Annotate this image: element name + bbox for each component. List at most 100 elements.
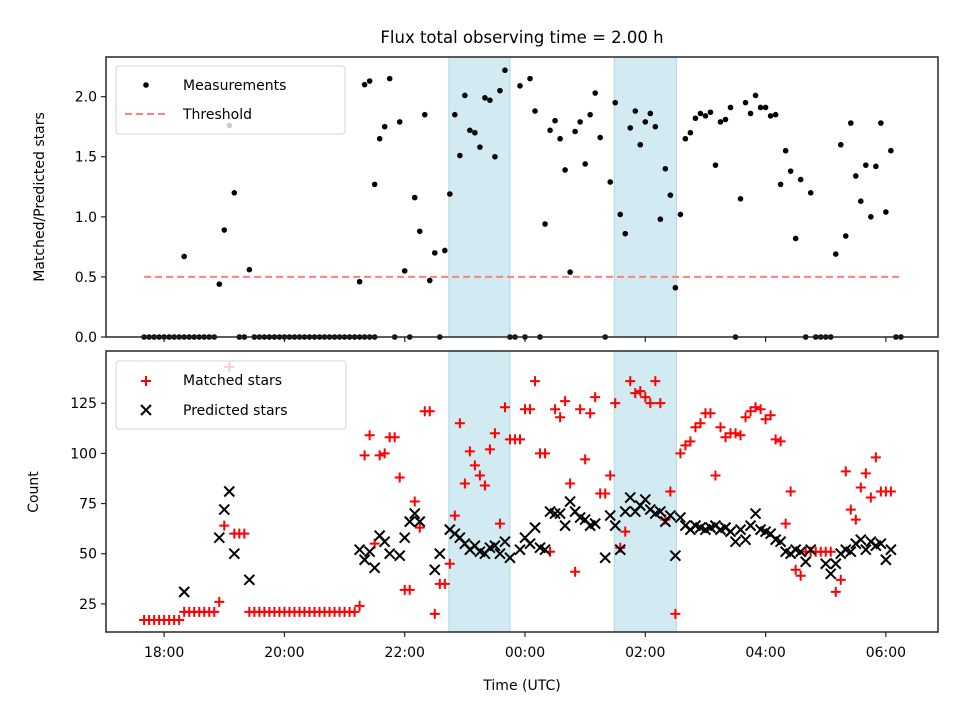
matched-star-point xyxy=(870,452,881,463)
measurement-point xyxy=(552,117,558,124)
measurement-point xyxy=(617,211,624,218)
predicted-star-point xyxy=(825,568,837,580)
measurement-point xyxy=(757,104,764,111)
matched-star-point xyxy=(790,564,801,575)
matched-star-point xyxy=(540,448,551,459)
matched-star-point xyxy=(474,470,485,481)
matched-star-point xyxy=(560,396,571,407)
predicted-star-point xyxy=(539,543,551,556)
measurement-point xyxy=(366,78,373,84)
measurement-point xyxy=(431,250,438,256)
matched-star-point xyxy=(349,606,360,617)
matched-star-point xyxy=(705,408,716,419)
top-axes: 0.00.51.01.52.0 Matched/Predicted stars … xyxy=(32,56,939,346)
predicted-star-point xyxy=(429,564,441,576)
measurement-point xyxy=(371,181,378,188)
measurement-point xyxy=(361,81,368,88)
measurement-point xyxy=(712,162,719,168)
matched-star-point xyxy=(424,406,435,417)
predicted-star-point xyxy=(674,511,687,524)
matched-star-point xyxy=(570,566,581,577)
matched-star-point xyxy=(610,398,621,409)
matched-star-point xyxy=(489,428,500,439)
measurement-point xyxy=(472,129,478,136)
measurement-point xyxy=(517,83,523,89)
measurement-point xyxy=(587,111,593,118)
measurement-point xyxy=(452,111,458,118)
matched-star-point xyxy=(690,422,701,433)
matched-star-point xyxy=(645,398,656,409)
measurement-point xyxy=(582,161,588,167)
measurement-point xyxy=(807,189,814,196)
measurement-point xyxy=(888,147,894,154)
matched-star-point xyxy=(640,392,651,403)
measurement-point xyxy=(547,127,553,134)
legend-label-predicted: Predicted stars xyxy=(183,403,288,419)
measurement-point xyxy=(632,108,639,114)
measurement-point xyxy=(832,251,839,257)
predicted-star-point xyxy=(724,525,737,538)
measurement-point xyxy=(792,235,799,242)
matched-star-point xyxy=(219,520,230,531)
matched-star-point xyxy=(555,412,566,423)
predicted-star-point xyxy=(489,539,501,552)
matched-star-point xyxy=(840,466,851,477)
predicted-star-point xyxy=(614,543,626,556)
predicted-star-point xyxy=(820,558,832,570)
matched-star-point xyxy=(454,418,465,429)
predicted-star-point xyxy=(845,546,857,558)
top-y-tick-label: 2.0 xyxy=(75,90,97,106)
measurement-point xyxy=(873,163,879,170)
measurement-point xyxy=(782,147,789,154)
predicted-star-point xyxy=(434,548,446,560)
predicted-star-point xyxy=(223,485,236,498)
legend-label-measurements: Measurements xyxy=(183,78,286,94)
matched-star-point xyxy=(590,392,601,403)
matched-star-point xyxy=(710,470,721,481)
matched-star-point xyxy=(469,460,480,471)
top-y-tick-label: 1.0 xyxy=(75,210,97,226)
measurement-point xyxy=(777,181,784,188)
top-y-tick-label: 0.0 xyxy=(75,330,97,346)
matched-star-point xyxy=(479,480,490,491)
chart-title: Flux total observing time = 2.00 h xyxy=(380,28,663,47)
matched-star-point xyxy=(600,488,611,499)
measurement-point xyxy=(416,228,423,235)
measurement-point xyxy=(667,192,674,198)
matched-star-point xyxy=(720,432,731,443)
predicted-star-point xyxy=(860,543,872,556)
bottom-y-tick-label: 25 xyxy=(79,597,97,613)
matched-star-point xyxy=(795,570,806,581)
matched-star-point xyxy=(625,376,636,387)
x-tick-label: 20:00 xyxy=(264,645,304,661)
measurement-point xyxy=(662,165,669,172)
measurement-point xyxy=(682,135,689,142)
matched-star-point xyxy=(364,430,375,441)
matched-star-point xyxy=(635,386,646,397)
predicted-star-point xyxy=(243,574,256,586)
measurement-point xyxy=(727,104,734,111)
bottom-axes-frame xyxy=(105,350,939,633)
measurement-point xyxy=(878,120,884,126)
matched-star-point xyxy=(745,406,756,417)
bottom-axes: 25 50 75 100 125 18:00 20:00 22:00 00:00 02:00 04… xyxy=(26,350,939,694)
predicted-star-point xyxy=(799,556,812,568)
measurement-point xyxy=(853,173,859,179)
measurement-point xyxy=(231,189,238,196)
matched-star-point xyxy=(835,574,846,585)
predicted-star-point xyxy=(524,537,536,550)
matched-star-point xyxy=(565,478,576,489)
measurement-point xyxy=(577,119,583,125)
matched-star-point xyxy=(755,404,766,415)
matched-star-points xyxy=(139,362,896,625)
matched-star-point xyxy=(585,408,596,419)
measurement-point xyxy=(557,135,563,142)
matched-star-point xyxy=(735,430,746,441)
top-y-ticks: 0.0 0.5 1.0 1.5 2.0 xyxy=(75,90,106,346)
x-tick-label: 06:00 xyxy=(866,645,906,661)
predicted-star-point xyxy=(604,509,616,522)
top-legend: Measurements Threshold xyxy=(115,65,346,135)
predicted-star-point xyxy=(794,546,807,558)
predicted-star-point xyxy=(654,505,667,518)
